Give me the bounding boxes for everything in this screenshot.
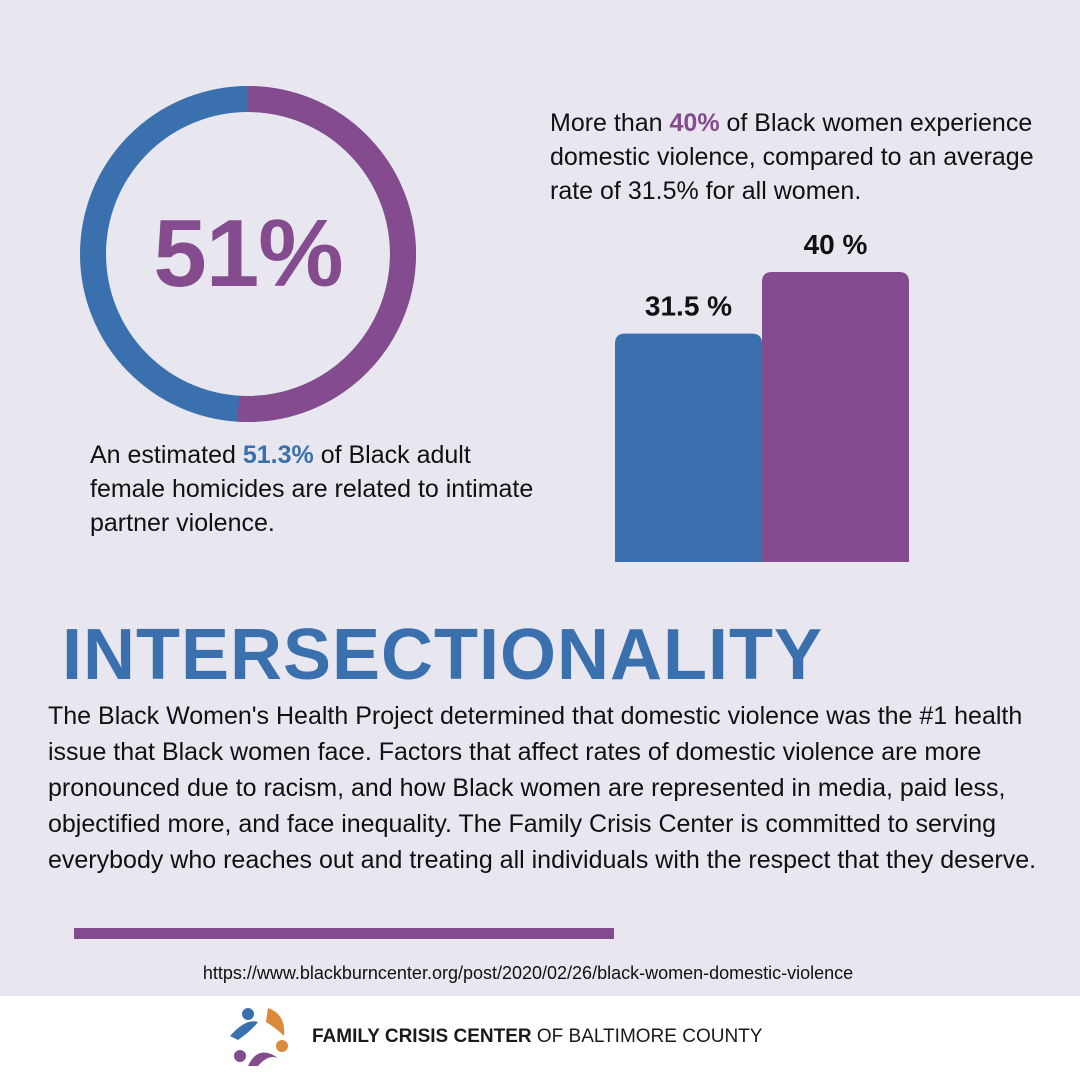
logo-arm-purple	[248, 1052, 278, 1066]
dv-highlight: 40%	[669, 109, 720, 137]
dv-text-suffix: of Black women experience domestic viole…	[550, 109, 1034, 205]
family-logo-icon	[230, 1008, 288, 1066]
logo-head-purple	[234, 1050, 246, 1062]
logo-arm-blue	[230, 1021, 258, 1040]
source-url: https://www.blackburncenter.org/post/202…	[202, 963, 854, 983]
homicide-highlight: 51.3%	[242, 441, 314, 469]
footer-organization-name: FAMILY CRISIS CENTER OF BALTIMORE COUNTY	[312, 1026, 762, 1048]
bar-data-label-0: 31.5 %	[645, 291, 732, 322]
divider-bar	[74, 928, 614, 939]
homicide-statistic-text: An estimated 51.3% of Black adult female…	[90, 438, 550, 540]
bar-0	[615, 333, 762, 562]
footer	[0, 996, 1080, 1080]
donut-value-arc	[237, 86, 416, 422]
dv-statistic-text: More than 40% of Black women experience …	[550, 106, 1070, 208]
logo-arm-orange	[266, 1008, 285, 1036]
bar-data-label-1: 40 %	[804, 229, 868, 260]
dv-text-prefix: More than	[550, 109, 670, 137]
footer-org-rest: OF BALTIMORE COUNTY	[531, 1026, 763, 1047]
section-title: INTERSECTIONALITY	[62, 615, 824, 695]
percentage-donut	[80, 86, 416, 422]
bar-1	[762, 272, 909, 562]
homicide-text-suffix: of Black adult female homicides are rela…	[90, 441, 534, 537]
footer-org-bold: FAMILY CRISIS CENTER	[312, 1026, 532, 1047]
logo-head-blue	[242, 1008, 254, 1020]
homicide-text-prefix: An estimated	[90, 441, 243, 469]
comparison-bar-chart: 31.5 % 40 %	[615, 229, 909, 562]
logo-head-orange	[276, 1040, 288, 1052]
donut-value-label: 51%	[153, 200, 343, 307]
section-body-text: The Black Women's Health Project determi…	[48, 702, 1037, 874]
